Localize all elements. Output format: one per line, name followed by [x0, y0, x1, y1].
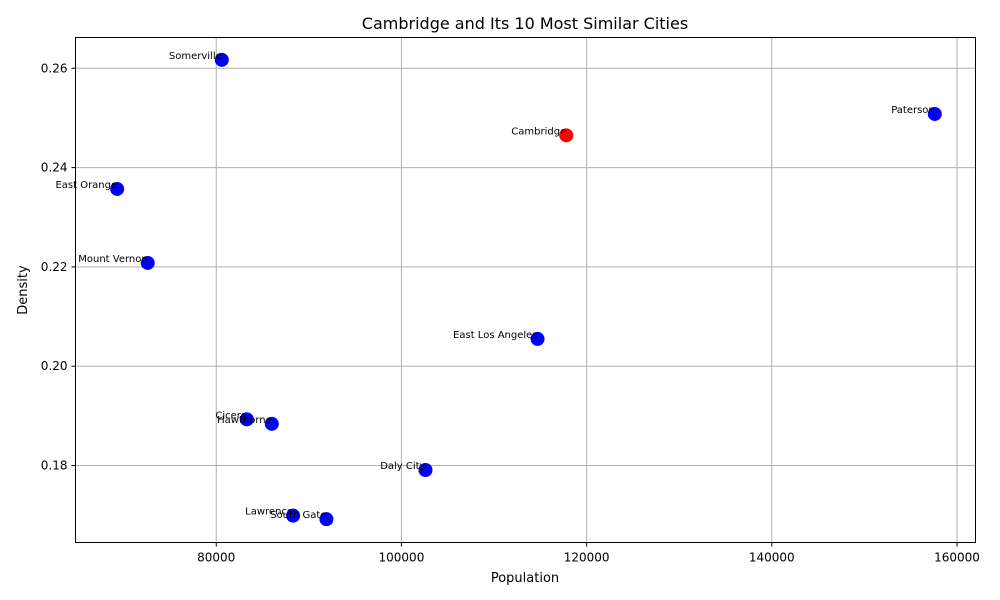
data-point-label: East Los Angeles	[453, 330, 537, 341]
data-point-label: South Gate	[270, 510, 326, 521]
y-tick-label: 0.24	[41, 161, 68, 175]
data-point	[214, 52, 229, 67]
y-tick-label: 0.22	[41, 260, 68, 274]
x-tick-label: 140000	[749, 551, 795, 565]
point-labels: Cambridge Somerville Paterson East Orange Mo…	[55, 51, 934, 521]
x-tick-label: 80000	[197, 551, 235, 565]
data-points	[110, 52, 942, 527]
x-axis-label: Population	[491, 571, 559, 586]
data-point-label: Hawthorne	[217, 415, 272, 426]
y-axis-ticks: 0.18 0.20 0.22 0.24 0.26	[41, 61, 76, 473]
data-point	[140, 255, 155, 270]
data-point-label: Somerville	[169, 51, 222, 62]
x-tick-label: 160000	[934, 551, 980, 565]
data-point	[418, 463, 433, 478]
data-point	[286, 508, 301, 523]
data-point	[239, 412, 254, 427]
data-point	[110, 181, 125, 196]
data-point	[530, 331, 545, 346]
data-point-label: Cambridge	[511, 126, 566, 137]
data-point	[264, 416, 279, 431]
data-point-label: Mount Vernon	[78, 254, 147, 265]
plot-frame	[75, 37, 976, 543]
x-axis-ticks: 80000 100000 120000 140000 160000	[197, 542, 980, 565]
data-point-label: Daly City	[380, 461, 425, 472]
data-point-label: Lawrence	[245, 507, 293, 518]
data-point	[559, 128, 574, 143]
data-point-label: East Orange	[55, 180, 117, 191]
x-tick-label: 100000	[379, 551, 425, 565]
y-tick-label: 0.26	[41, 61, 68, 75]
chart-title: Cambridge and Its 10 Most Similar Cities	[362, 14, 688, 33]
data-point-label: Paterson	[891, 105, 935, 116]
data-point	[319, 512, 334, 527]
grid	[75, 37, 976, 543]
data-point	[927, 106, 942, 121]
y-axis-label: Density	[16, 265, 31, 315]
y-tick-label: 0.20	[41, 359, 68, 373]
x-tick-label: 120000	[564, 551, 610, 565]
data-point-label: Cicero	[215, 410, 246, 421]
y-tick-label: 0.18	[41, 459, 68, 473]
